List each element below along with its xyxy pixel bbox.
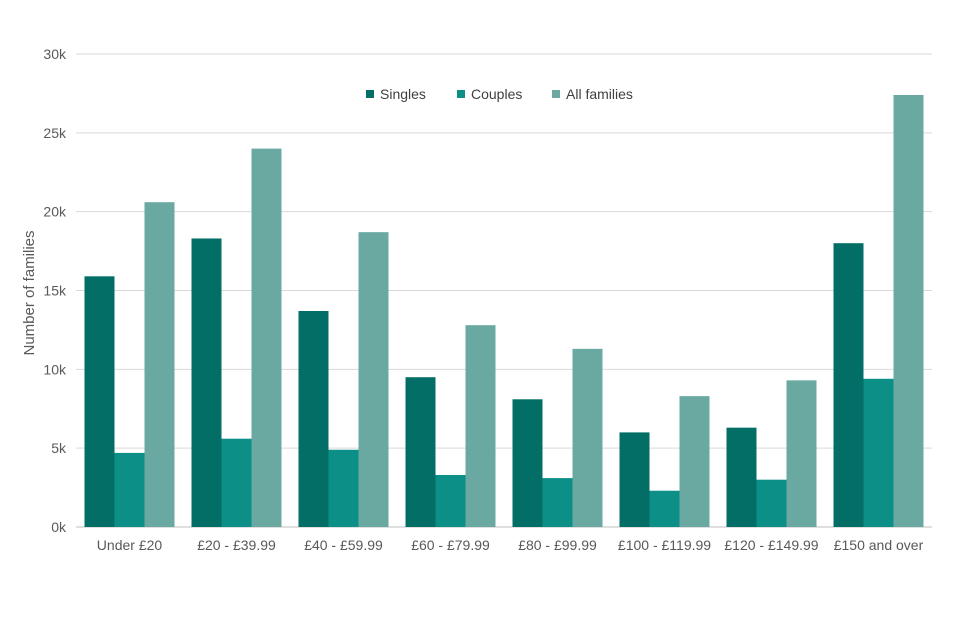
bar-couples xyxy=(863,378,894,527)
x-tick-label: £40 - £59.99 xyxy=(304,537,383,553)
x-tick-label: £100 - £119.99 xyxy=(618,537,711,553)
y-axis-title: Number of families xyxy=(21,230,38,355)
bar-all-families xyxy=(358,232,389,527)
x-tick-label: Under £20 xyxy=(97,537,163,553)
y-tick-label: 25k xyxy=(43,125,67,141)
y-tick-label: 5k xyxy=(51,440,67,456)
legend: Singles Couples All families xyxy=(366,86,633,102)
bar-all-families xyxy=(679,396,710,527)
bar-singles xyxy=(84,276,115,527)
legend-swatch xyxy=(457,90,465,98)
y-tick-label: 15k xyxy=(43,283,67,299)
legend-swatch xyxy=(552,90,560,98)
bar-couples xyxy=(435,474,466,527)
bars xyxy=(84,94,924,527)
bar-couples xyxy=(328,449,359,527)
x-tick-label: £60 - £79.99 xyxy=(411,537,490,553)
bar-all-families xyxy=(893,94,924,527)
legend-swatch xyxy=(366,90,374,98)
x-tick-label: £120 - £149.99 xyxy=(724,537,818,553)
y-tick-label: 10k xyxy=(43,361,67,377)
bar-singles xyxy=(405,377,436,527)
x-tick-label: £80 - £99.99 xyxy=(518,537,597,553)
legend-label: All families xyxy=(566,86,633,102)
bar-singles xyxy=(298,310,329,527)
y-tick-label: 20k xyxy=(43,204,67,220)
bar-all-families xyxy=(786,380,817,527)
bar-couples xyxy=(221,438,252,527)
bar-singles xyxy=(726,427,757,527)
bar-singles xyxy=(619,432,650,527)
bar-couples xyxy=(542,478,573,527)
bar-couples xyxy=(649,490,680,527)
legend-label: Couples xyxy=(471,86,522,102)
bar-all-families xyxy=(465,325,496,527)
y-tick-label: 0k xyxy=(51,519,67,535)
y-tick-label: 30k xyxy=(43,46,67,62)
legend-label: Singles xyxy=(380,86,426,102)
bar-all-families xyxy=(572,348,603,527)
bar-couples xyxy=(114,452,145,527)
y-tick-labels: 0k 5k 10k 15k 20k 25k 30k xyxy=(43,46,67,535)
bar-singles xyxy=(512,399,543,527)
x-tick-labels: Under £20 £20 - £39.99 £40 - £59.99 £60 - £… xyxy=(97,537,924,553)
x-tick-label: £150 and over xyxy=(834,537,924,553)
bar-couples xyxy=(756,479,787,527)
bar-singles xyxy=(191,238,222,527)
x-tick-label: £20 - £39.99 xyxy=(197,537,276,553)
bar-all-families xyxy=(144,202,175,527)
bar-all-families xyxy=(251,148,282,527)
bar-singles xyxy=(833,243,864,527)
